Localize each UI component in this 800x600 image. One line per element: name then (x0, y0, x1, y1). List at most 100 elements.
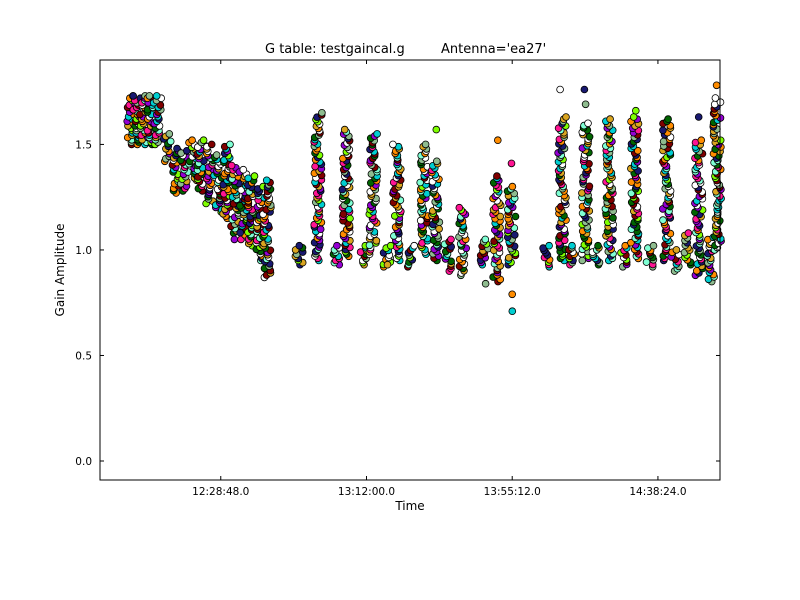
data-point (508, 182, 517, 191)
time-cluster (539, 241, 554, 271)
data-point (581, 100, 590, 109)
data-point (694, 113, 703, 121)
x-tick-label: 13:12:00.0 (338, 486, 395, 498)
time-cluster (227, 161, 243, 244)
data-point (712, 81, 721, 90)
y-tick-label: 1.0 (75, 245, 92, 257)
data-point (627, 189, 636, 198)
time-cluster (244, 172, 259, 250)
data-point (226, 140, 234, 149)
data-point (649, 241, 658, 250)
data-point (664, 115, 672, 123)
time-cluster (403, 241, 419, 271)
time-cluster (176, 147, 192, 195)
time-cluster (680, 229, 695, 269)
x-tick-label: 14:38:24.0 (629, 486, 686, 498)
data-point (455, 203, 464, 212)
time-cluster (259, 176, 275, 282)
time-cluster (503, 159, 520, 316)
time-cluster (691, 113, 707, 280)
data-point (199, 136, 208, 145)
data-point (511, 212, 520, 221)
data-point (152, 92, 161, 100)
time-cluster (577, 85, 594, 265)
data-point (697, 136, 706, 145)
data-point (244, 174, 253, 183)
data-point (711, 94, 720, 102)
data-point (684, 229, 693, 237)
plot-frame (99, 59, 721, 481)
data-point (227, 161, 236, 170)
time-cluster (379, 241, 395, 271)
time-cluster (193, 136, 209, 195)
time-cluster (440, 235, 456, 275)
y-tick-label: 0.0 (75, 456, 92, 468)
data-point (389, 140, 397, 149)
data-point (432, 157, 441, 166)
data-point (383, 260, 392, 269)
time-cluster (310, 109, 326, 265)
data-point (629, 113, 638, 121)
data-point (372, 237, 381, 245)
data-point (230, 235, 239, 244)
data-point (435, 225, 443, 233)
time-cluster (617, 241, 631, 271)
time-cluster (159, 130, 175, 166)
data-point (207, 140, 216, 149)
data-point (295, 241, 304, 250)
y-tick-label: 1.5 (75, 139, 92, 151)
data-point (432, 125, 441, 134)
data-point (145, 92, 154, 100)
time-cluster (667, 246, 683, 275)
time-cluster (389, 140, 405, 265)
data-point (416, 178, 425, 187)
data-point (545, 241, 553, 250)
data-point (556, 85, 564, 94)
data-point (642, 258, 651, 266)
data-point (236, 228, 245, 237)
antenna-label: Antenna='ea27' (441, 42, 546, 57)
data-point (365, 241, 374, 250)
time-cluster (149, 92, 166, 149)
data-point (250, 172, 259, 180)
data-point (340, 125, 349, 134)
time-cluster (601, 115, 617, 265)
time-cluster (588, 241, 604, 269)
time-cluster (356, 241, 371, 269)
x-tick-label: 12:28:48.0 (192, 486, 249, 498)
data-point (188, 136, 196, 145)
data-point (410, 241, 419, 250)
data-point (166, 137, 175, 146)
data-point (672, 246, 681, 254)
time-cluster (627, 106, 643, 263)
data-point (373, 130, 381, 138)
time-cluster (476, 235, 492, 288)
time-cluster (291, 241, 307, 269)
y-axis-label: Gain Amplitude (53, 224, 67, 317)
data-point (447, 235, 455, 244)
data-point (584, 119, 592, 128)
data-point (493, 172, 501, 180)
time-cluster (428, 125, 444, 265)
data-points (123, 81, 725, 316)
data-point (416, 216, 425, 225)
data-point (659, 126, 667, 135)
data-point (507, 159, 516, 168)
data-point (594, 241, 602, 250)
data-point (212, 151, 221, 159)
x-tick-label: 13:55:12.0 (484, 486, 541, 498)
time-cluster (416, 140, 432, 259)
data-point (585, 133, 594, 141)
data-point (508, 290, 517, 299)
y-tick-label: 0.5 (75, 350, 92, 362)
time-cluster (489, 136, 505, 286)
data-point (609, 214, 617, 222)
data-point (659, 216, 667, 224)
data-point (318, 109, 326, 117)
time-cluster (338, 125, 354, 261)
data-point (129, 92, 138, 100)
data-point (421, 140, 430, 149)
data-point (568, 241, 576, 250)
time-cluster (565, 241, 579, 269)
time-cluster (365, 130, 381, 259)
